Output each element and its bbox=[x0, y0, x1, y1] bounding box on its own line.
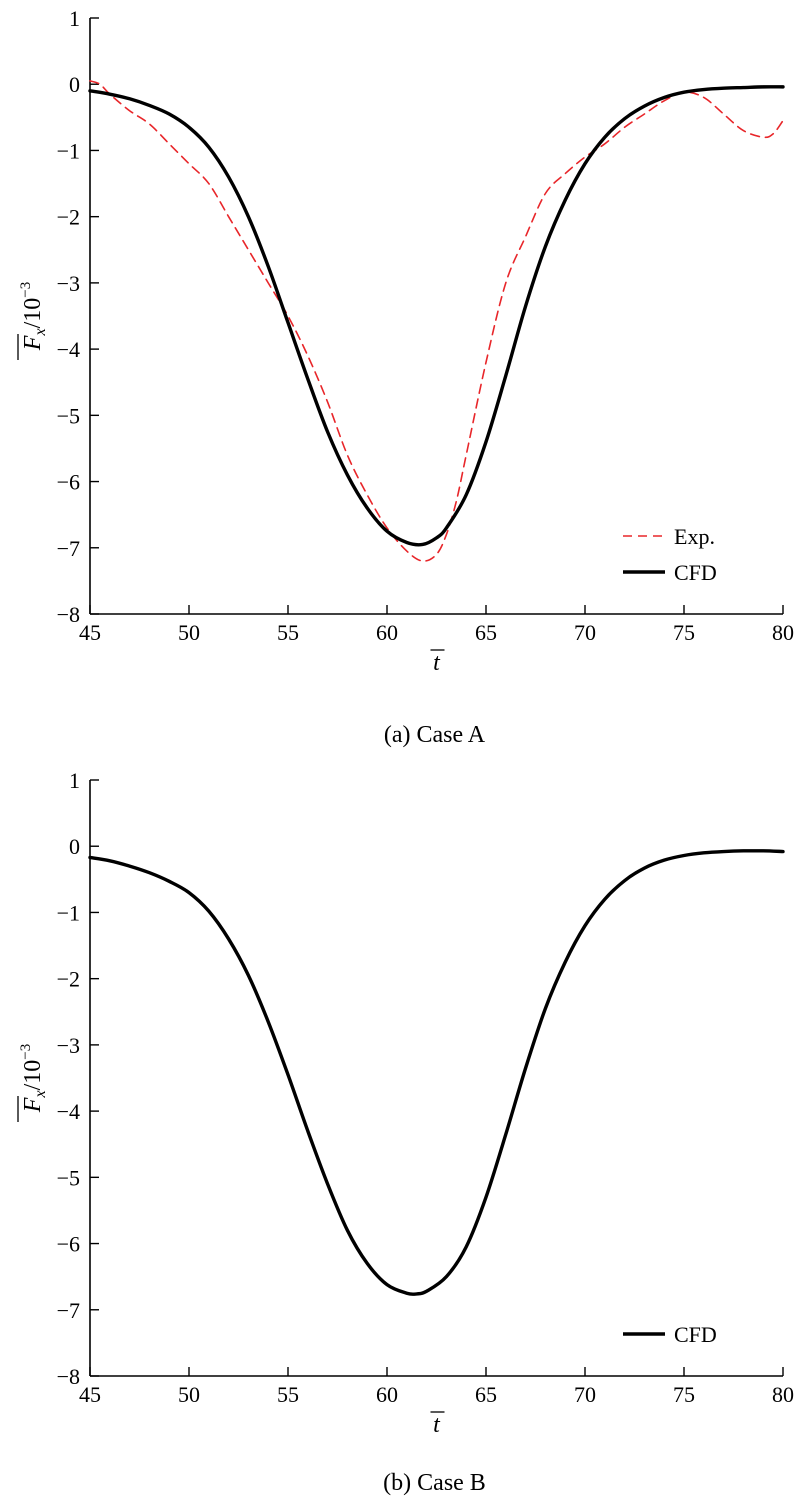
x-axis-title: t bbox=[430, 1411, 445, 1438]
y-tick-label: −1 bbox=[57, 900, 80, 925]
x-tick-label: 50 bbox=[178, 620, 200, 645]
y-axis-unit: /10 bbox=[20, 298, 46, 329]
y-axis-title: Fx/10−3 bbox=[17, 1044, 49, 1122]
x-tick-label: 45 bbox=[79, 620, 101, 645]
y-tick-label: −2 bbox=[57, 967, 80, 992]
y-tick-label: −6 bbox=[57, 1232, 80, 1257]
y-tick-label: −6 bbox=[57, 470, 80, 495]
x-tick-label: 65 bbox=[475, 620, 497, 645]
y-axis-title-text: Fx/10−3 bbox=[18, 1044, 49, 1113]
y-tick-label: −7 bbox=[57, 1298, 80, 1323]
y-axis-subscript: x bbox=[32, 1090, 49, 1098]
x-tick-label: 70 bbox=[574, 620, 596, 645]
x-tick-label: 60 bbox=[376, 620, 398, 645]
x-tick-label: 80 bbox=[772, 1382, 794, 1407]
axes: 45 50 55 60 65 70 75 80 1 0 −1 −2 −3 −4 −5 −6 −7 −8 bbox=[57, 768, 794, 1407]
series-line-cfd bbox=[88, 85, 785, 547]
y-tick-label: −4 bbox=[57, 337, 80, 362]
y-tick-label: 0 bbox=[69, 834, 80, 859]
x-tick-label: 50 bbox=[178, 1382, 200, 1407]
y-tick-label: −7 bbox=[57, 536, 80, 561]
y-axis-exponent: −3 bbox=[18, 1044, 34, 1060]
chart-panel-case-b: 45 50 55 60 65 70 75 80 1 0 −1 −2 −3 −4 −5 −6 −7 −8 t Fx/10… bbox=[17, 768, 794, 1496]
x-tick-label: 55 bbox=[277, 620, 299, 645]
x-tick-label: 80 bbox=[772, 620, 794, 645]
y-tick-label: −8 bbox=[57, 1364, 80, 1389]
x-tick-label: 75 bbox=[673, 1382, 695, 1407]
legend-label: CFD bbox=[674, 1322, 717, 1347]
x-tick-label: 70 bbox=[574, 1382, 596, 1407]
x-axis-title-text: t bbox=[433, 1412, 441, 1438]
legend-label: Exp. bbox=[674, 524, 715, 549]
legend: Exp. CFD bbox=[623, 524, 717, 585]
series-line-cfd bbox=[88, 849, 785, 1296]
legend-label: CFD bbox=[674, 560, 717, 585]
x-axis-title: t bbox=[430, 649, 445, 676]
x-axis-title-text: t bbox=[433, 650, 441, 676]
y-axis-title: Fx/10−3 bbox=[17, 282, 49, 360]
y-axis-title-text: Fx/10−3 bbox=[18, 282, 49, 351]
y-axis-exponent: −3 bbox=[18, 282, 34, 298]
panel-caption: (a) Case A bbox=[384, 722, 486, 748]
y-tick-label: 1 bbox=[69, 768, 80, 793]
x-tick-label: 45 bbox=[79, 1382, 101, 1407]
y-tick-label: −3 bbox=[57, 1033, 80, 1058]
chart-panel-case-a: 45 50 55 60 65 70 75 80 1 0 −1 −2 −3 −4 −5 −6 −7 −8 t Fx/10… bbox=[17, 6, 794, 748]
y-axis-subscript: x bbox=[32, 328, 49, 336]
y-tick-label: −5 bbox=[57, 1165, 80, 1190]
x-tick-label: 65 bbox=[475, 1382, 497, 1407]
panel-caption: (b) Case B bbox=[383, 1470, 486, 1496]
y-tick-label: −3 bbox=[57, 271, 80, 296]
y-axis-symbol: F bbox=[20, 1097, 46, 1113]
y-tick-label: 0 bbox=[69, 72, 80, 97]
x-tick-label: 60 bbox=[376, 1382, 398, 1407]
y-tick-label: 1 bbox=[69, 6, 80, 31]
y-axis-symbol: F bbox=[20, 335, 46, 351]
x-tick-label: 55 bbox=[277, 1382, 299, 1407]
y-axis-unit: /10 bbox=[20, 1060, 46, 1091]
y-tick-label: −2 bbox=[57, 205, 80, 230]
y-tick-label: −5 bbox=[57, 403, 80, 428]
y-tick-label: −4 bbox=[57, 1099, 80, 1124]
y-tick-label: −8 bbox=[57, 602, 80, 627]
axes: 45 50 55 60 65 70 75 80 1 0 −1 −2 −3 −4 −5 −6 −7 −8 bbox=[57, 6, 794, 645]
legend: CFD bbox=[623, 1322, 717, 1347]
x-tick-label: 75 bbox=[673, 620, 695, 645]
y-tick-label: −1 bbox=[57, 138, 80, 163]
series-line-exp bbox=[89, 80, 784, 562]
